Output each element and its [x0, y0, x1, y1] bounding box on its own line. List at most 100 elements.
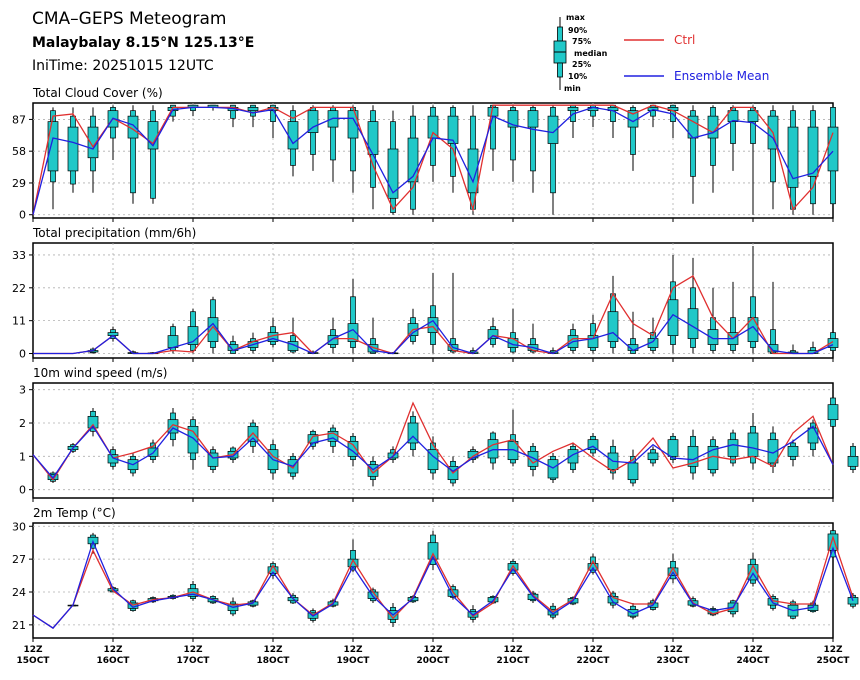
box-inner — [427, 542, 439, 560]
ensemble-box — [87, 107, 99, 193]
box-inner — [607, 311, 619, 342]
box-inner — [407, 137, 419, 183]
ensemble-box — [387, 110, 399, 215]
ensemble-box — [307, 105, 319, 171]
panel-cloud: Total Cloud Cover (%) 0 29 58 87 — [12, 86, 839, 222]
box-inner — [367, 121, 379, 155]
box-inner — [647, 338, 659, 348]
ensemble-mean-line — [32, 425, 834, 480]
box-inner — [447, 115, 459, 144]
ctrl-line — [33, 274, 834, 355]
ensemble-box — [507, 308, 519, 354]
y-tick-label: 33 — [12, 249, 26, 262]
panel-title-temp: 2m Temp (°C) — [33, 506, 116, 520]
y-tick-label: 0 — [19, 484, 26, 497]
y-tick-label: 3 — [19, 384, 26, 397]
box-inner — [187, 425, 199, 454]
ensemble-box — [767, 281, 779, 354]
box-inner — [787, 126, 799, 188]
x-tick-hour: 12Z — [743, 645, 763, 655]
box-inner — [187, 326, 199, 345]
legend-median-label: median — [574, 49, 608, 58]
ensemble-box — [627, 105, 639, 171]
y-tick-label: 11 — [12, 315, 26, 328]
box-inner — [787, 445, 799, 457]
box-inner — [667, 299, 679, 336]
y-tick-label: 0 — [19, 348, 26, 361]
ensemble-box — [507, 105, 519, 182]
y-tick-label: 30 — [12, 520, 26, 533]
ensemble-box — [67, 107, 79, 193]
y-tick-label: 24 — [12, 586, 26, 599]
box-inner — [547, 115, 559, 144]
box-inner — [587, 439, 599, 451]
x-tick-hour: 12Z — [103, 645, 123, 655]
ensemble-box — [667, 254, 679, 354]
panel-temp: 2m Temp (°C) 21 24 27 30 — [12, 506, 859, 642]
ensemble-box — [827, 391, 839, 433]
ensemble-box — [327, 317, 339, 354]
ensemble-box — [427, 436, 439, 480]
ensemble-box — [747, 552, 759, 587]
x-tick-hour: 12Z — [583, 645, 603, 655]
ensemble-box — [827, 105, 839, 215]
box-inner — [707, 329, 719, 345]
box-inner — [67, 126, 79, 172]
legend-p25-label: 25% — [572, 60, 591, 69]
box-inner — [347, 440, 359, 457]
ctrl-line — [32, 535, 854, 629]
boxplots-precip — [87, 245, 839, 355]
box-outer — [550, 107, 556, 194]
y-tick-label: 0 — [19, 209, 26, 222]
box-inner — [667, 439, 679, 457]
ensemble-box — [47, 107, 59, 210]
box-inner — [707, 115, 719, 139]
box-inner — [367, 464, 379, 477]
x-tick-day: 25OCT — [817, 656, 851, 666]
legend-box-outer-low — [557, 62, 563, 78]
ensemble-box — [407, 308, 419, 345]
legend-p10-label: 10% — [568, 72, 587, 81]
x-tick-day: 15OCT — [17, 656, 51, 666]
legend-mean-label: Ensemble Mean — [674, 69, 769, 83]
box-inner — [747, 432, 759, 457]
box-inner — [527, 110, 539, 128]
ensemble-box — [87, 408, 99, 437]
ensemble-box — [527, 105, 539, 193]
ensemble-box — [127, 105, 139, 204]
x-tick-hour: 12Z — [263, 645, 283, 655]
y-tick-label: 27 — [12, 553, 26, 566]
ensemble-box — [707, 287, 719, 354]
x-tick-day: 21OCT — [497, 656, 531, 666]
ensemble-box — [407, 105, 419, 215]
y-tick-label: 1 — [19, 450, 26, 463]
box-inner — [47, 121, 59, 172]
x-tick-hour: 12Z — [503, 645, 523, 655]
ensemble-box — [787, 439, 799, 467]
box-inner — [827, 533, 839, 551]
box-inner — [287, 121, 299, 150]
ensemble-box — [507, 409, 519, 467]
box-inner — [627, 462, 639, 481]
box-inner — [327, 335, 339, 345]
box-inner — [827, 338, 839, 348]
box-inner — [687, 308, 699, 339]
ensemble-box — [407, 411, 419, 457]
ensemble-box — [727, 429, 739, 467]
box-inner — [407, 422, 419, 444]
box-outer — [690, 110, 696, 177]
box-inner — [727, 110, 739, 122]
ensemble-box — [747, 245, 759, 354]
legend-box-outer — [557, 26, 563, 42]
ensemble-box — [787, 344, 799, 354]
ensemble-box — [347, 278, 359, 354]
legend-box-glyph — [553, 17, 567, 90]
panel-title-precip: Total precipitation (mm/6h) — [32, 226, 196, 240]
y-tick-label: 29 — [12, 177, 26, 190]
legend: max 90% 75% median 25% 10% min Ctrl Ense… — [553, 13, 769, 93]
ensemble-box — [487, 431, 499, 470]
box-inner — [487, 107, 499, 117]
ensemble-box — [187, 308, 199, 354]
box-inner — [547, 459, 559, 479]
x-tick-hour: 12Z — [423, 645, 443, 655]
